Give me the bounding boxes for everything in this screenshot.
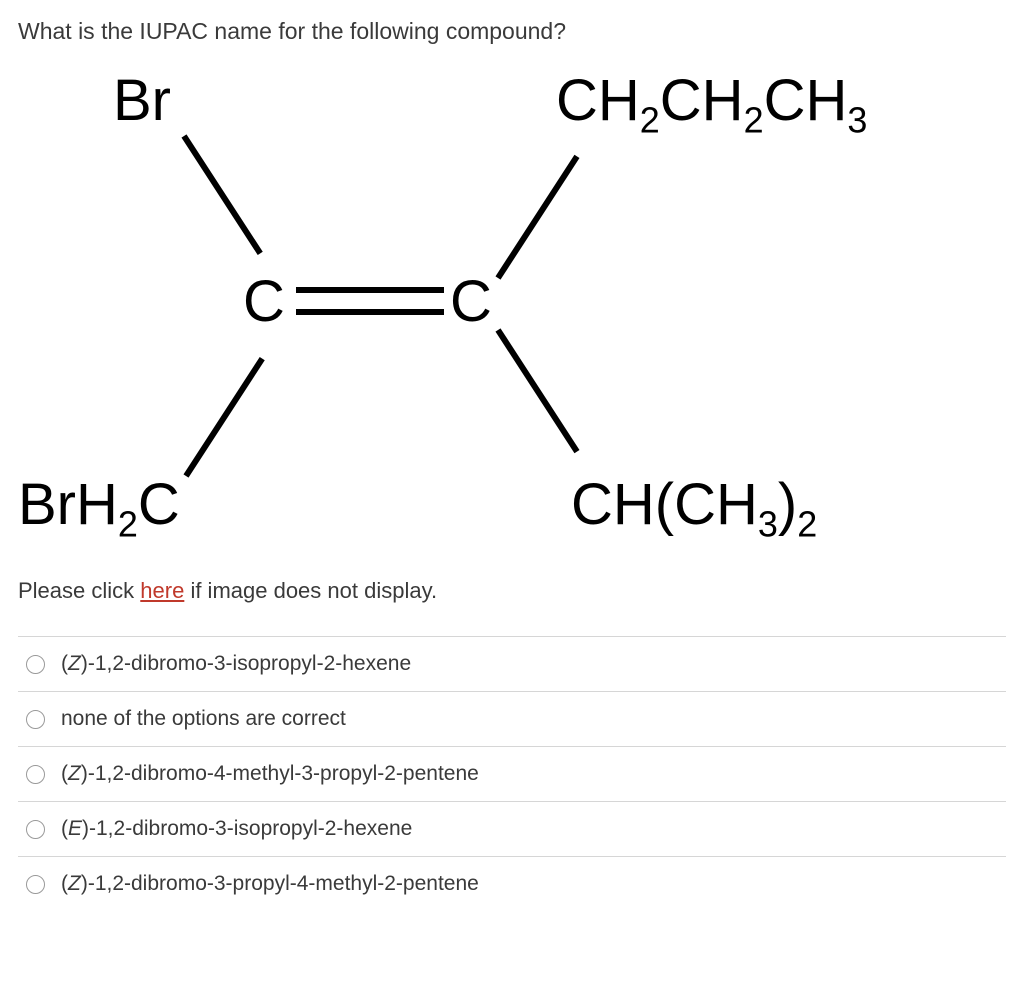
- option-row[interactable]: (Z)-1,2-dibromo-3-propyl-4-methyl-2-pent…: [18, 857, 1006, 911]
- helper-suffix: if image does not display.: [184, 578, 437, 603]
- label-right-c: C: [450, 268, 492, 335]
- option-label: none of the options are correct: [61, 707, 346, 731]
- bond-double-bot: [296, 309, 444, 315]
- options-list: (Z)-1,2-dibromo-3-isopropyl-2-hexene non…: [18, 636, 1006, 911]
- label-propyl: CH2CH2CH3: [556, 67, 867, 134]
- option-label: (E)-1,2-dibromo-3-isopropyl-2-hexene: [61, 817, 412, 841]
- bond-c-propyl: [495, 155, 579, 280]
- radio-icon[interactable]: [26, 765, 45, 784]
- bond-c-isopropyl: [495, 328, 579, 453]
- radio-icon[interactable]: [26, 655, 45, 674]
- bond-brh2c-c: [183, 357, 264, 478]
- question-text: What is the IUPAC name for the following…: [18, 18, 1006, 45]
- option-label: (Z)-1,2-dibromo-3-propyl-4-methyl-2-pent…: [61, 872, 479, 896]
- image-link[interactable]: here: [140, 578, 184, 603]
- helper-prefix: Please click: [18, 578, 140, 603]
- option-label: (Z)-1,2-dibromo-3-isopropyl-2-hexene: [61, 652, 411, 676]
- radio-icon[interactable]: [26, 710, 45, 729]
- option-row[interactable]: (Z)-1,2-dibromo-4-methyl-3-propyl-2-pent…: [18, 747, 1006, 802]
- chemical-structure: Br CH2CH2CH3 C C BrH2C CH(CH3)2: [18, 63, 958, 568]
- bond-double-top: [296, 287, 444, 293]
- option-row[interactable]: (E)-1,2-dibromo-3-isopropyl-2-hexene: [18, 802, 1006, 857]
- option-label: (Z)-1,2-dibromo-4-methyl-3-propyl-2-pent…: [61, 762, 479, 786]
- label-isopropyl: CH(CH3)2: [571, 471, 817, 538]
- helper-text: Please click here if image does not disp…: [18, 578, 1006, 604]
- radio-icon[interactable]: [26, 820, 45, 839]
- bond-br-c: [181, 134, 262, 255]
- label-left-c: C: [243, 268, 285, 335]
- label-br: Br: [113, 67, 171, 134]
- option-row[interactable]: (Z)-1,2-dibromo-3-isopropyl-2-hexene: [18, 637, 1006, 692]
- radio-icon[interactable]: [26, 875, 45, 894]
- option-row[interactable]: none of the options are correct: [18, 692, 1006, 747]
- label-brh2c: BrH2C: [18, 471, 180, 538]
